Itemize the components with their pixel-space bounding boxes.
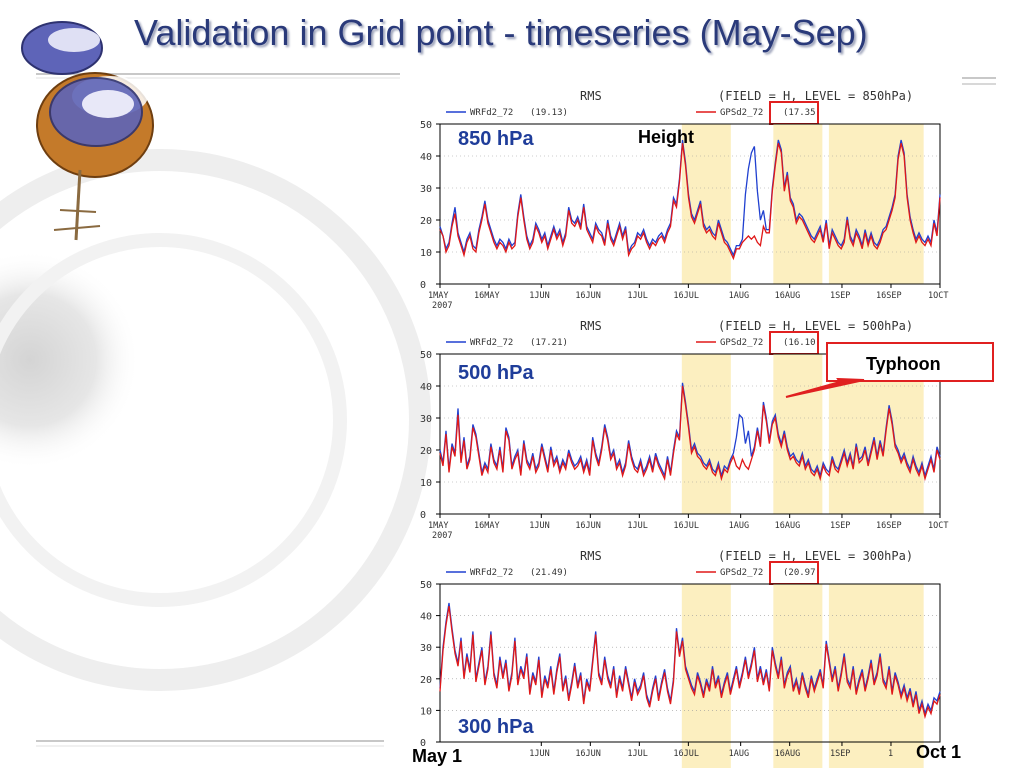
typhoon-band-2: [828, 124, 878, 284]
plot-frame: [439, 583, 941, 743]
y-tick-label: 20: [420, 675, 432, 686]
chart-title: RMS: [580, 319, 602, 333]
chart-field-text: (FIELD = H, LEVEL = 300hPa): [718, 549, 913, 563]
level-label-850: 850 hPa: [458, 128, 534, 150]
x-tick-label: 1AUG: [729, 749, 749, 759]
y-tick-label: 50: [420, 350, 432, 361]
y-tick-label: 30: [420, 643, 432, 654]
y-tick-label: 40: [420, 612, 432, 623]
typhoon-band-1: [773, 584, 823, 768]
start-date-label: May 1: [412, 746, 463, 766]
level-label-300: 300 hPa: [458, 716, 534, 738]
x-tick-label: 16AUG: [775, 749, 801, 759]
y-tick-label: 20: [420, 446, 432, 457]
x-tick-label: 1JUL: [627, 521, 647, 531]
legend-label-wrf: WRFd2_72: [470, 108, 513, 118]
level-label-500: 500 hPa: [458, 362, 534, 384]
legend-mean-wrf: (17.21): [530, 338, 568, 348]
typhoon-callout: Typhoon: [826, 342, 994, 382]
legend-label-gps: GPSd2_72: [720, 568, 763, 578]
series-line-gpsd2_72: [439, 143, 941, 261]
background-orbit-inner: [0, 233, 347, 607]
plot-frame: [439, 353, 941, 515]
y-tick-label: 10: [420, 478, 432, 489]
legend-label-wrf: WRFd2_72: [470, 568, 513, 578]
x-tick-label: 1AUG: [729, 291, 749, 301]
legend-label-gps: GPSd2_72: [720, 338, 763, 348]
series-line-gpsd2_72: [439, 385, 941, 482]
chart-850hpa: RMS (FIELD = H, LEVEL = 850hPa) WRFd2_72 (1…: [420, 89, 948, 310]
x-tick-label: 1SEP: [830, 749, 850, 759]
height-annotation: Height: [638, 127, 694, 147]
x-tick-label: 16JUL: [673, 521, 699, 531]
satellite-icon: [21, 21, 154, 241]
x-tick-label: 16JUN: [575, 521, 601, 531]
x-tick-label: 16JUN: [575, 749, 601, 759]
x-tick-label: 1OCT: [928, 291, 948, 301]
x-tick-year: 2007: [432, 531, 452, 540]
chart-title: RMS: [580, 549, 602, 563]
x-tick-label: 1MAY: [428, 521, 448, 531]
y-tick-label: 10: [420, 706, 432, 717]
typhoon-band-1: [773, 354, 823, 514]
x-tick-label: 16JUL: [673, 749, 699, 759]
y-tick-label: 20: [420, 216, 432, 227]
legend-mean-gps: (16.10): [783, 338, 821, 348]
x-tick-label: 16MAY: [474, 291, 500, 301]
y-tick-label: 0: [420, 738, 426, 749]
series-line-gpsd2_72: [439, 605, 941, 720]
x-tick-label: 16JUN: [575, 291, 601, 301]
typhoon-band-0: [681, 584, 731, 768]
x-tick-label: 1JUL: [627, 749, 647, 759]
y-tick-label: 30: [420, 184, 432, 195]
slide-title: Validation in Grid point - timeseries (M…: [134, 12, 868, 53]
background-orbit: [0, 149, 431, 691]
chart-field-text: (FIELD = H, LEVEL = 850hPa): [718, 89, 913, 103]
x-tick-label: 1: [888, 749, 893, 759]
legend-label-wrf: WRFd2_72: [470, 338, 513, 348]
x-tick-label: 1MAY: [428, 291, 448, 301]
x-tick-label: 1JUN: [529, 291, 549, 301]
background-globe: [0, 250, 140, 470]
x-tick-label: 1JUN: [529, 521, 549, 531]
y-tick-label: 0: [420, 510, 426, 521]
legend-mean-gps: (17.35): [783, 108, 821, 118]
legend-mean-wrf: (21.49): [530, 568, 568, 578]
y-tick-label: 50: [420, 580, 432, 591]
chart-title: RMS: [580, 89, 602, 103]
end-date-label: Oct 1: [916, 742, 962, 762]
legend-label-gps: GPSd2_72: [720, 108, 763, 118]
x-tick-label: 16MAY: [474, 521, 500, 531]
chart-300hpa: RMS (FIELD = H, LEVEL = 300hPa) WRFd2_72 (2…: [420, 549, 941, 768]
chart-field-text: (FIELD = H, LEVEL = 500hPa): [718, 319, 913, 333]
x-tick-label: 1AUG: [729, 521, 749, 531]
x-tick-label: 16AUG: [775, 521, 801, 531]
typhoon-pointer: [785, 378, 865, 398]
x-tick-year: 2007: [432, 301, 452, 310]
typhoon-annotation: Typhoon: [866, 354, 941, 374]
y-tick-label: 10: [420, 248, 432, 259]
legend-mean-wrf: (19.13): [530, 108, 568, 118]
x-tick-label: 16AUG: [775, 291, 801, 301]
x-tick-label: 1JUL: [627, 291, 647, 301]
y-tick-label: 50: [420, 120, 432, 131]
x-tick-label: 1SEP: [830, 521, 850, 531]
y-tick-label: 40: [420, 152, 432, 163]
x-tick-label: 16SEP: [876, 521, 902, 531]
x-tick-label: 1SEP: [830, 291, 850, 301]
x-tick-label: 1JUN: [529, 749, 549, 759]
y-tick-label: 30: [420, 414, 432, 425]
legend-mean-gps: (20.97): [783, 568, 821, 578]
x-tick-label: 16JUL: [673, 291, 699, 301]
y-tick-label: 40: [420, 382, 432, 393]
series-line-wrfd2_72: [439, 602, 941, 717]
x-tick-label: 1OCT: [928, 521, 948, 531]
x-tick-label: 16SEP: [876, 291, 902, 301]
y-tick-label: 0: [420, 280, 426, 291]
